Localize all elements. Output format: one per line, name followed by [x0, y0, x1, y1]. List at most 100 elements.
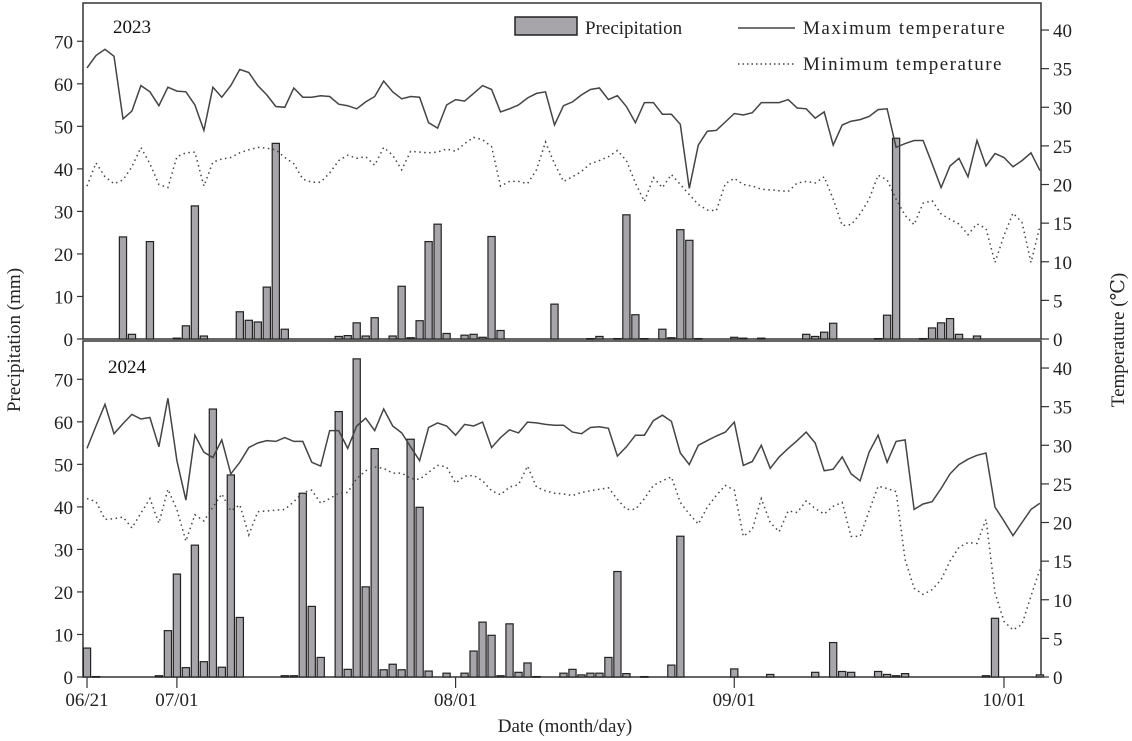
precip-bar-09/18 [882, 673, 892, 678]
precip-bar-07/08 [235, 616, 245, 678]
precip-bar-08/15 [577, 674, 586, 678]
precip-bar-08/25 [667, 337, 676, 340]
left-tick-label: 40 [54, 160, 73, 181]
precip-bar-08/26 [676, 229, 685, 340]
precip-bar-08/26 [676, 535, 685, 678]
precip-bar-09/17 [873, 670, 883, 678]
precip-bar-09/01 [730, 668, 739, 678]
left-tick-label: 60 [54, 75, 73, 96]
precip-bar-07/13 [280, 328, 289, 340]
precip-bar-06/21 [82, 647, 92, 678]
precip-bar-09/20 [900, 672, 910, 678]
precip-bar-09/29 [981, 675, 991, 678]
precip-bar-09/13 [837, 670, 847, 678]
precip-bar-08/20 [622, 214, 631, 340]
precip-bar-08/18 [604, 656, 613, 678]
precip-bar-08/28 [694, 337, 703, 340]
precip-bar-08/02 [460, 334, 469, 340]
precip-bar-09/23 [927, 327, 937, 340]
precip-bar-08/17 [595, 335, 604, 340]
precip-bar-07/10 [253, 321, 263, 340]
precip-bar-08/03 [469, 650, 478, 678]
precip-bar-08/20 [622, 672, 631, 678]
right-tick-label: 40 [1053, 359, 1072, 380]
left-tick-label: 0 [64, 330, 74, 351]
precip-bar-08/04 [478, 336, 487, 340]
precip-bar-07/04 [199, 661, 209, 678]
precip-bar-07/21 [352, 322, 361, 340]
legend: Precipitation Maximum temperature Minimu… [514, 16, 1005, 75]
precip-bar-07/28 [415, 506, 424, 678]
precip-bar-09/25 [945, 317, 955, 340]
precip-bar-07/19 [334, 411, 343, 678]
left-tick-label: 20 [54, 583, 73, 604]
precip-bar-07/27 [406, 438, 415, 678]
precip-bar-07/15 [298, 492, 307, 678]
precip-bar-09/10 [810, 335, 820, 340]
precip-bar-07/23 [370, 448, 379, 678]
precip-bar-08/04 [478, 621, 487, 678]
precip-bar-08/27 [685, 239, 694, 340]
panel-label-2023: 2023 [113, 17, 151, 38]
precip-bar-09/17 [873, 337, 883, 340]
right-tick-label: 40 [1053, 21, 1072, 42]
left-tick-label: 50 [54, 117, 73, 138]
precip-bar-07/29 [424, 241, 433, 340]
right-tick-label: 15 [1053, 214, 1072, 235]
precip-bar-08/25 [667, 664, 676, 678]
max-temperature-line [86, 398, 1041, 537]
precip-bar-08/14 [568, 668, 577, 678]
precip-bar-09/24 [936, 322, 946, 340]
left-tick-label: 70 [54, 370, 73, 391]
right-tick-label: 30 [1053, 436, 1072, 457]
precip-bar-07/02 [181, 325, 191, 340]
precip-bar-09/04 [757, 337, 766, 340]
precip-bar-09/19 [891, 137, 901, 340]
plot-frame [82, 2, 1042, 340]
precip-bar-09/02 [739, 337, 748, 340]
precip-bar-09/10 [810, 671, 820, 678]
precip-bar-07/27 [406, 337, 415, 340]
left-tick-label: 10 [54, 625, 73, 646]
precip-bar-07/04 [199, 335, 209, 340]
precip-bar-07/12 [271, 142, 280, 340]
precip-bar-08/10 [532, 675, 541, 678]
precip-bar-06/30 [163, 630, 173, 678]
left-tick-label: 0 [64, 668, 74, 689]
precip-bar-07/31 [442, 672, 451, 678]
precip-bar-09/12 [828, 322, 838, 340]
precip-bar-08/22 [640, 337, 649, 340]
right-tick-label: 0 [1053, 668, 1063, 689]
precip-bar-06/28 [145, 241, 155, 340]
precip-bar-07/31 [442, 332, 451, 340]
precip-bar-07/14 [289, 675, 298, 678]
precip-bar-09/19 [891, 675, 901, 678]
precip-bar-07/11 [262, 286, 272, 340]
left-tick-label: 10 [54, 287, 73, 308]
y-axis-left-title: Precipitation (mm) [4, 268, 25, 412]
x-axis-title: Date (month/day) [498, 716, 633, 737]
precip-bar-08/16 [586, 672, 595, 678]
precip-bar-08/06 [496, 329, 505, 340]
precip-bar-07/29 [424, 670, 433, 678]
left-tick-label: 70 [54, 32, 73, 53]
left-tick-label: 20 [54, 245, 73, 266]
right-tick-label: 15 [1053, 552, 1072, 573]
left-tick-label: 40 [54, 498, 73, 519]
precip-bar-07/25 [388, 663, 397, 678]
precip-bar-08/22 [640, 675, 649, 678]
precip-bar-07/30 [433, 223, 442, 340]
precip-bar-08/05 [487, 235, 496, 340]
precip-bar-07/22 [361, 586, 370, 678]
precip-bar-09/26 [954, 333, 964, 340]
precip-bar-06/25 [118, 236, 128, 340]
left-tick-label: 30 [54, 202, 73, 223]
precip-bar-06/22 [91, 675, 101, 678]
precip-bar-07/21 [352, 358, 361, 678]
precip-bar-07/26 [397, 285, 406, 340]
panel-2024 [82, 340, 1045, 678]
right-tick-label: 20 [1053, 176, 1072, 197]
precip-bar-07/19 [334, 335, 343, 340]
precip-bar-07/09 [244, 319, 254, 340]
